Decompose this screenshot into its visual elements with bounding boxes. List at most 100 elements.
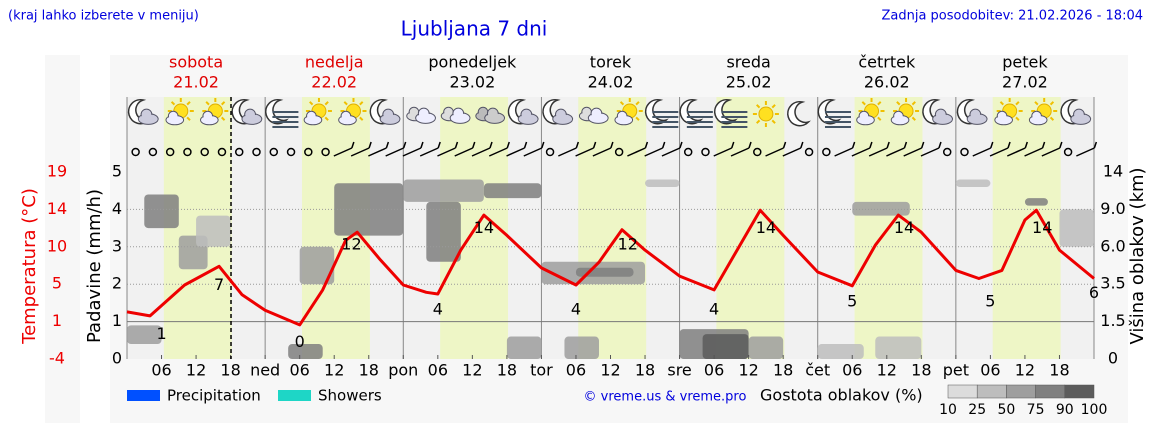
wind-barb [730,147,750,157]
icon-ray [756,119,761,124]
x-tick-label: 06 [151,361,171,380]
temp-label: 7 [214,275,224,294]
icon-ray [1034,101,1039,106]
cloud-block [1059,209,1094,247]
wind-barb [385,141,390,149]
icon-cloud [485,113,504,123]
wind-calm [321,147,330,157]
icon-ray [343,101,348,106]
wind-calm [131,147,140,157]
wind-barb [402,141,407,149]
x-tick-label: 18 [497,361,517,380]
x-tick-label: 06 [842,361,862,380]
legend-label: Showers [318,387,382,405]
day-date: 25.02 [726,73,772,92]
wind-calm [234,147,244,157]
wind-barb [1041,141,1046,149]
wind-calm [183,147,192,157]
icon-ray [861,101,866,106]
wind-barb [661,141,666,149]
wind-calm [753,147,762,157]
temp-tick-label: 10 [47,236,67,255]
legend-swatch [278,390,311,401]
temp-label: 12 [341,234,361,253]
x-tick-label: 12 [600,361,620,380]
icon-cloud [995,116,1012,124]
icon-moon [787,100,811,127]
wind-barb [765,147,784,157]
icon-cloud [553,114,572,124]
x-tick-label: 12 [738,361,758,380]
icon-ray [170,101,176,106]
x-tick-label: 18 [635,361,655,380]
wind-barb [1076,147,1095,157]
icon-ray [359,116,364,121]
y2-tick-label: 6.0 [1100,236,1125,255]
wind-barb [782,147,802,157]
wind-barb [610,141,614,149]
y-tick-label: 3 [112,236,122,255]
wind-barb [886,147,905,157]
wind-barb [592,147,612,157]
icon-ray [1015,116,1020,121]
icon-cloud [1071,114,1090,124]
wind-barb [437,147,456,157]
icon-ray [877,101,882,106]
wind-barb [506,141,510,149]
icon-cloud [304,116,321,124]
x-tick-label: sre [667,361,691,380]
icon-cloud [242,114,261,124]
icon-ray [911,101,916,106]
wind-calm [683,147,693,157]
wind-barb [851,147,871,157]
wind-calm [286,147,296,157]
day-date: 26.02 [864,73,910,92]
wind-barb [782,141,787,149]
wind-barb [851,141,856,149]
wind-calm [942,147,952,157]
wind-barb [523,147,543,157]
day-name: torek [590,53,632,72]
temp-label: 4 [433,299,443,318]
wind-barb [661,147,681,157]
icon-ray [324,101,329,106]
temp-label: 6 [1089,283,1099,302]
x-tick-label: 12 [462,361,482,380]
wind-barb [506,147,525,157]
temp-label: 14 [756,218,776,237]
y-tick-label: 1 [112,311,122,330]
wind-barb [644,147,663,157]
day-date: 23.02 [449,73,495,92]
cloud-block [702,334,749,359]
wind-barb [800,141,804,149]
wind-barb [351,141,355,149]
x-tick-label: tor [530,361,553,380]
wind-barb [454,147,474,157]
temp-label: 14 [894,218,914,237]
day-date: 24.02 [588,73,634,92]
density-tick: 50 [997,402,1015,418]
legend-label: Precipitation [167,387,261,405]
y2-axis-label: Višina oblakov (km) [1127,167,1148,344]
cloud-block [748,336,784,359]
temp-tick-label: 19 [47,162,67,181]
x-tick-label: 12 [877,361,897,380]
density-swatch [947,384,978,399]
wind-calm [804,147,814,157]
wind-barb [886,141,890,149]
wind-calm [165,147,175,157]
wind-barb [972,147,992,157]
temp-label: 0 [295,332,305,351]
icon-cloud [451,113,470,123]
wind-calm [148,147,158,157]
day-name: četrtek [858,53,916,72]
temp-label: 5 [847,291,857,310]
wind-barb [472,141,476,149]
temp-label: 4 [709,299,719,318]
cloud-block [1024,198,1048,206]
icon-ray [896,101,901,106]
cloud-block [817,344,864,359]
x-tick-label: 06 [980,361,1000,380]
wind-barb [575,147,594,157]
